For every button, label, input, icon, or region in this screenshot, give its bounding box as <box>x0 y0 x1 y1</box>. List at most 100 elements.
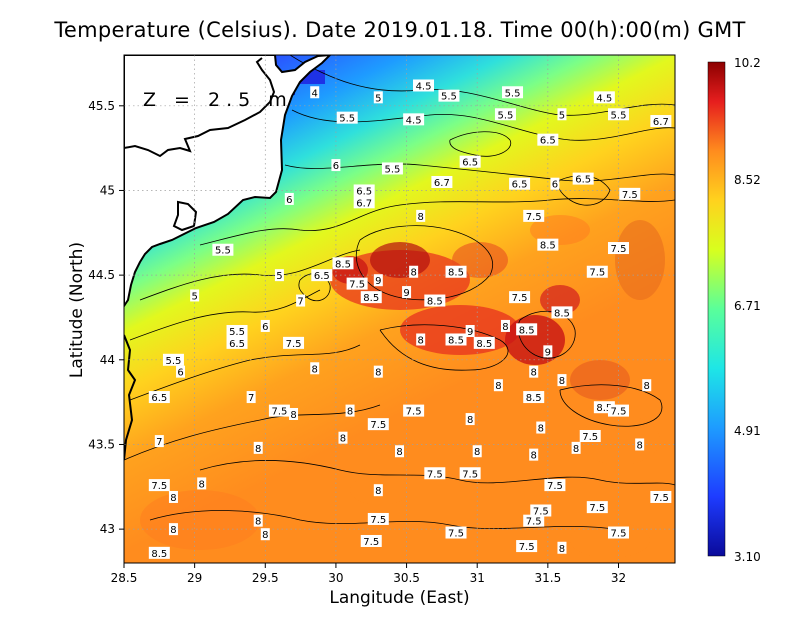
svg-text:8: 8 <box>418 212 424 223</box>
svg-text:8: 8 <box>410 268 416 279</box>
contour-label: 7.5 <box>607 242 629 255</box>
svg-text:5: 5 <box>375 93 381 104</box>
svg-text:7.5: 7.5 <box>653 493 669 504</box>
svg-text:8: 8 <box>467 415 473 426</box>
y-tick-label: 44.5 <box>88 268 115 282</box>
contour-label: 8 <box>373 365 383 379</box>
contour-label: 5.5 <box>607 108 629 121</box>
contour-label: 6 <box>176 365 186 379</box>
contour-label: 8 <box>260 528 270 541</box>
contour-label: 8 <box>338 431 348 445</box>
x-tick-label: 30.5 <box>393 571 420 585</box>
contour-label: 8.5 <box>551 306 573 319</box>
svg-text:5.5: 5.5 <box>441 92 457 103</box>
contour-label: 6 <box>331 159 341 172</box>
contour-label: 8.5 <box>473 336 495 350</box>
contour-label: 7.5 <box>268 404 290 418</box>
contour-label: 7.5 <box>523 209 545 223</box>
contour-label: 5 <box>373 91 383 104</box>
contour-label: 5 <box>274 269 284 282</box>
x-tick-label: 28.5 <box>111 571 138 585</box>
contour-label: 8 <box>465 413 475 426</box>
contour-label: 8 <box>168 490 178 504</box>
svg-text:6.7: 6.7 <box>356 198 372 209</box>
contour-label: 6 <box>260 319 270 333</box>
svg-text:4.5: 4.5 <box>416 81 432 92</box>
svg-text:8: 8 <box>538 424 544 435</box>
svg-text:7.5: 7.5 <box>462 469 478 480</box>
contour-label: 5.5 <box>212 243 234 257</box>
svg-text:8.5: 8.5 <box>519 325 535 336</box>
heatmap-field: 4.554 5.5 5.5 4.55.5 5.55.5 4.56.556.76.56 5.5… <box>124 55 675 563</box>
contour-label: 6.7 <box>431 176 453 189</box>
svg-text:7.5: 7.5 <box>286 339 302 350</box>
contour-label: 7 <box>154 435 164 448</box>
svg-text:8.5: 8.5 <box>448 335 464 346</box>
contour-label: 7.5 <box>530 504 552 518</box>
contour-label: 7 <box>246 391 256 404</box>
svg-text:7.5: 7.5 <box>512 293 528 304</box>
svg-text:8: 8 <box>418 335 424 346</box>
svg-text:8.5: 8.5 <box>476 339 492 350</box>
contour-label: 7.5 <box>544 479 566 492</box>
contour-label: 8 <box>168 523 178 536</box>
svg-text:7.5: 7.5 <box>589 268 605 279</box>
contour-label: 8.5 <box>445 265 467 279</box>
x-tick-label: 31 <box>470 571 485 585</box>
contour-label: 8 <box>253 514 263 528</box>
lat-lon-gridlines <box>124 55 675 563</box>
colorbar-label: 4.91 <box>734 424 761 438</box>
contour-label: 6.5 <box>311 269 333 282</box>
svg-text:8: 8 <box>312 364 318 375</box>
colorbar-label: 6.71 <box>734 299 761 313</box>
contour-label: 8 <box>472 445 482 458</box>
svg-text:8: 8 <box>170 525 176 536</box>
contour-label: 7.5 <box>148 479 170 492</box>
x-tick-label: 31.5 <box>534 571 561 585</box>
contour-label: 9 <box>465 325 475 338</box>
svg-text:7.5: 7.5 <box>370 420 386 431</box>
contour-label: 8.5 <box>360 291 382 304</box>
svg-text:8.5: 8.5 <box>554 308 570 319</box>
contour-label: 6 <box>550 177 560 191</box>
svg-text:6.7: 6.7 <box>434 178 450 189</box>
contour-label: 5.5 <box>494 108 516 121</box>
contour-label: 8 <box>557 374 567 387</box>
svg-text:5: 5 <box>559 110 565 121</box>
svg-text:7.5: 7.5 <box>349 280 365 291</box>
contour-label: 8 <box>409 265 419 279</box>
colorbar <box>707 61 726 557</box>
svg-text:8: 8 <box>495 381 501 392</box>
svg-text:7.5: 7.5 <box>611 407 627 418</box>
svg-text:8: 8 <box>170 493 176 504</box>
svg-text:8: 8 <box>573 444 579 455</box>
contour-label: 8 <box>529 448 539 462</box>
contour-label: 7.5 <box>579 430 601 443</box>
svg-text:5.5: 5.5 <box>498 110 514 121</box>
contour-label: 8.5 <box>445 333 467 346</box>
contour-label: 7.5 <box>346 277 368 291</box>
svg-text:7.5: 7.5 <box>582 432 598 443</box>
contour-label: 8 <box>416 333 426 346</box>
svg-text:8: 8 <box>375 486 381 497</box>
contour-label: 6.5 <box>353 184 375 197</box>
contour-label: 9 <box>402 286 412 299</box>
svg-text:8.5: 8.5 <box>540 241 556 252</box>
map-title: Temperature (Celsius). Date 2019.01.18. … <box>54 18 746 42</box>
contour-label: 5 <box>557 108 567 121</box>
contour-label: 8.5 <box>523 391 545 404</box>
contour-label: 8.5 <box>332 257 354 270</box>
svg-text:8: 8 <box>474 447 480 458</box>
contour-label: 4.5 <box>403 113 425 126</box>
svg-text:7.5: 7.5 <box>370 515 386 526</box>
contour-label: 8 <box>395 445 404 458</box>
svg-text:5.5: 5.5 <box>215 246 231 257</box>
contour-label: 8 <box>500 319 510 333</box>
contour-label: 8 <box>253 441 263 455</box>
contour-label: 8 <box>529 365 539 379</box>
svg-text:6.5: 6.5 <box>512 180 528 191</box>
svg-text:5.5: 5.5 <box>229 327 245 338</box>
svg-text:8: 8 <box>347 407 353 418</box>
contour-label: 7.5 <box>424 467 446 480</box>
contour-label: 5.5 <box>336 111 358 125</box>
